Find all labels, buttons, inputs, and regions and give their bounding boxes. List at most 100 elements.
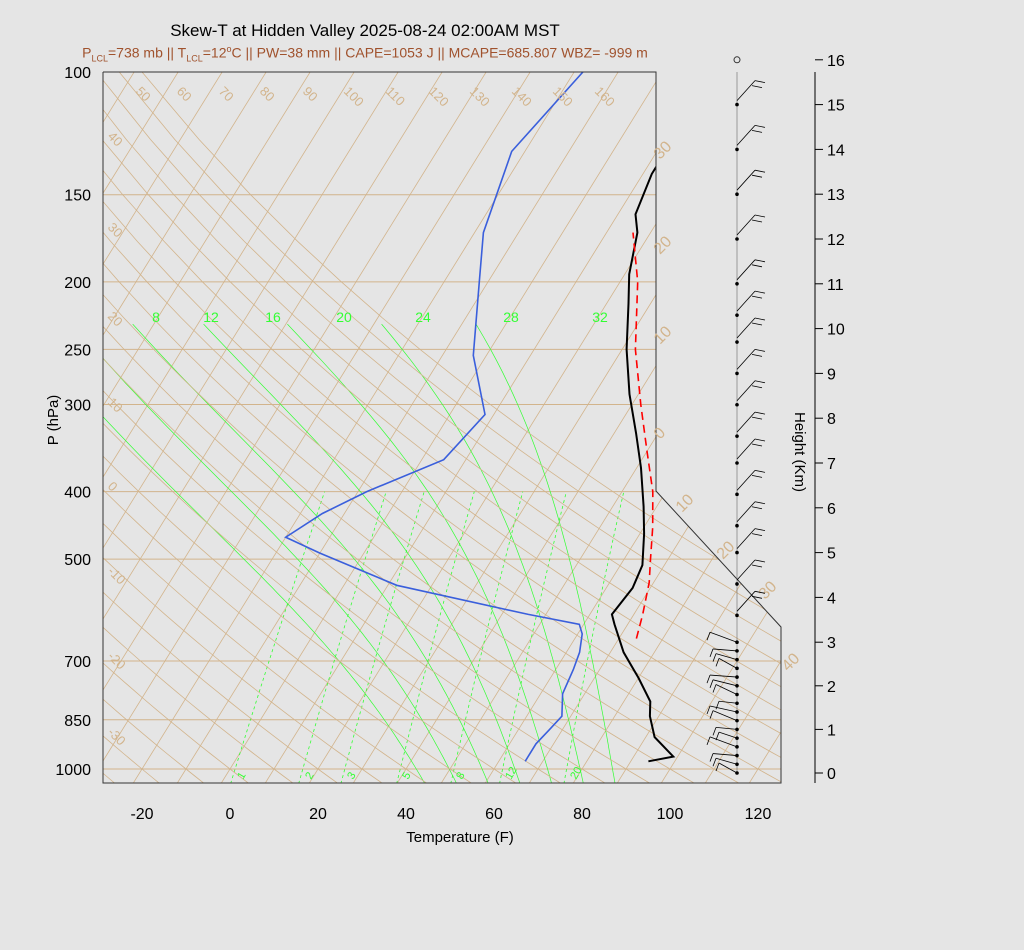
wind-barb: [736, 438, 756, 460]
isotherm-line: [660, 72, 781, 783]
barb-dot: [735, 402, 739, 407]
moist-adiabat: [203, 323, 521, 783]
isotherm-line: [132, 72, 575, 783]
wind-barb: [712, 679, 738, 687]
t-lcl-sup: o: [226, 44, 232, 54]
y-tick-label: 850: [64, 713, 91, 730]
wind-barb-flag: [751, 416, 763, 420]
height-tick-label: 9: [827, 366, 836, 383]
moist-adiabat: [381, 323, 584, 783]
barb-dot: [735, 282, 739, 286]
x-tick-label: 20: [309, 806, 327, 823]
barb-dot: [735, 102, 739, 107]
wind-barb-flag: [751, 474, 763, 478]
isotherm-line: [881, 72, 1024, 784]
wind-barb-flag: [754, 528, 766, 531]
isotherm-line: [103, 72, 267, 783]
x-tick-label: 0: [226, 806, 235, 823]
moist-adiabat-label: 12: [203, 309, 219, 325]
mixing-ratio-line: [230, 491, 325, 783]
isotherm-line: [1013, 72, 1024, 784]
wind-barb-flag: [754, 501, 766, 505]
chart-subtitle: PLCL=738 mb || TLCL=12oC || PW=38 mm || …: [0, 44, 730, 63]
wind-barb-flag: [751, 174, 763, 178]
t-lcl-val: =12: [202, 44, 227, 61]
wind-barb-flag: [709, 710, 714, 719]
height-tick-label: 14: [827, 142, 845, 159]
isotherm-line: [837, 72, 1024, 784]
wind-barb-flag: [751, 354, 763, 357]
isotherm-line: [572, 72, 781, 783]
barb-dot: [735, 237, 739, 241]
wind-barb: [718, 731, 738, 739]
isotherm-line: [220, 72, 663, 783]
mixing-ratio-line: [340, 491, 425, 783]
dry-adiabat: [103, 72, 781, 783]
moist-adiabat: [103, 323, 458, 783]
mixing-ratio-line: [563, 491, 625, 783]
mixing-ratio-label: 8: [454, 770, 467, 781]
wind-barb-flag: [754, 290, 766, 294]
isotherm-line: [103, 72, 531, 783]
wind-barb-flag: [754, 411, 766, 415]
wind-barb-flag: [751, 385, 763, 389]
dry-adiabat: [103, 72, 781, 783]
y-tick-label: 200: [64, 275, 91, 292]
moist-adiabat-label: 28: [503, 309, 519, 325]
wind-barb-flag: [754, 438, 766, 442]
barb-dot: [735, 371, 739, 376]
dry-adiabat: [103, 72, 781, 783]
x-tick-label: 60: [485, 806, 503, 823]
wind-barb: [712, 648, 738, 652]
dry-adiabat: [103, 72, 781, 783]
height-tick-label: 11: [827, 277, 844, 294]
wind-barb-flag: [751, 85, 763, 88]
wind-barbs: [706, 56, 766, 775]
wind-barb: [736, 259, 756, 281]
wind-barb: [709, 736, 738, 748]
wind-barb-flag: [751, 322, 763, 326]
height-tick-label: 1: [827, 722, 836, 739]
wind-barb-flag: [709, 648, 714, 658]
wind-barb: [712, 710, 738, 722]
dry-adiabat: [103, 72, 562, 783]
isotherm-line: [264, 72, 707, 783]
isotherm-line: [176, 72, 619, 783]
wind-barb: [736, 411, 756, 433]
barb-dot: [735, 313, 739, 317]
dry-adiabat: [103, 72, 205, 783]
y-tick-label: 1000: [55, 762, 91, 779]
mixing-ratio-label: 20: [568, 765, 585, 782]
moist-adiabat: [132, 323, 489, 783]
wind-barb-flag: [754, 317, 766, 321]
wind-barb-flag: [754, 349, 766, 352]
moist-adiabat-label: 20: [336, 309, 352, 325]
height-tick-label: 16: [827, 53, 845, 70]
height-tick-label: 0: [827, 766, 836, 783]
x-tick-label: 100: [657, 806, 684, 823]
mixing-ratio-label: 12: [503, 765, 520, 782]
moist-adiabat-label: 16: [265, 309, 281, 325]
wind-barb: [736, 591, 756, 612]
height-tick-label: 6: [827, 501, 836, 518]
wind-barb: [736, 528, 756, 549]
barb-dot: [735, 582, 739, 586]
wind-barb: [736, 380, 756, 402]
wind-barb: [736, 80, 756, 101]
barb-dot: [735, 461, 739, 465]
dry-adiabat: [103, 72, 696, 783]
mixing-ratio-line: [499, 491, 567, 783]
wind-barb: [736, 125, 756, 146]
dry-adiabat: [103, 72, 781, 783]
height-tick-label: 15: [827, 98, 845, 115]
x-tick-label: 40: [397, 806, 415, 823]
dry-adiabat: [103, 72, 295, 783]
x-tick-label: 120: [745, 806, 772, 823]
y-tick-label: 150: [64, 188, 91, 205]
temperature-line: [610, 72, 716, 763]
wind-barb-flag: [712, 684, 717, 693]
wind-barb-flag: [754, 80, 766, 83]
y-tick-label: 100: [64, 65, 91, 82]
wind-barb: [715, 684, 738, 695]
